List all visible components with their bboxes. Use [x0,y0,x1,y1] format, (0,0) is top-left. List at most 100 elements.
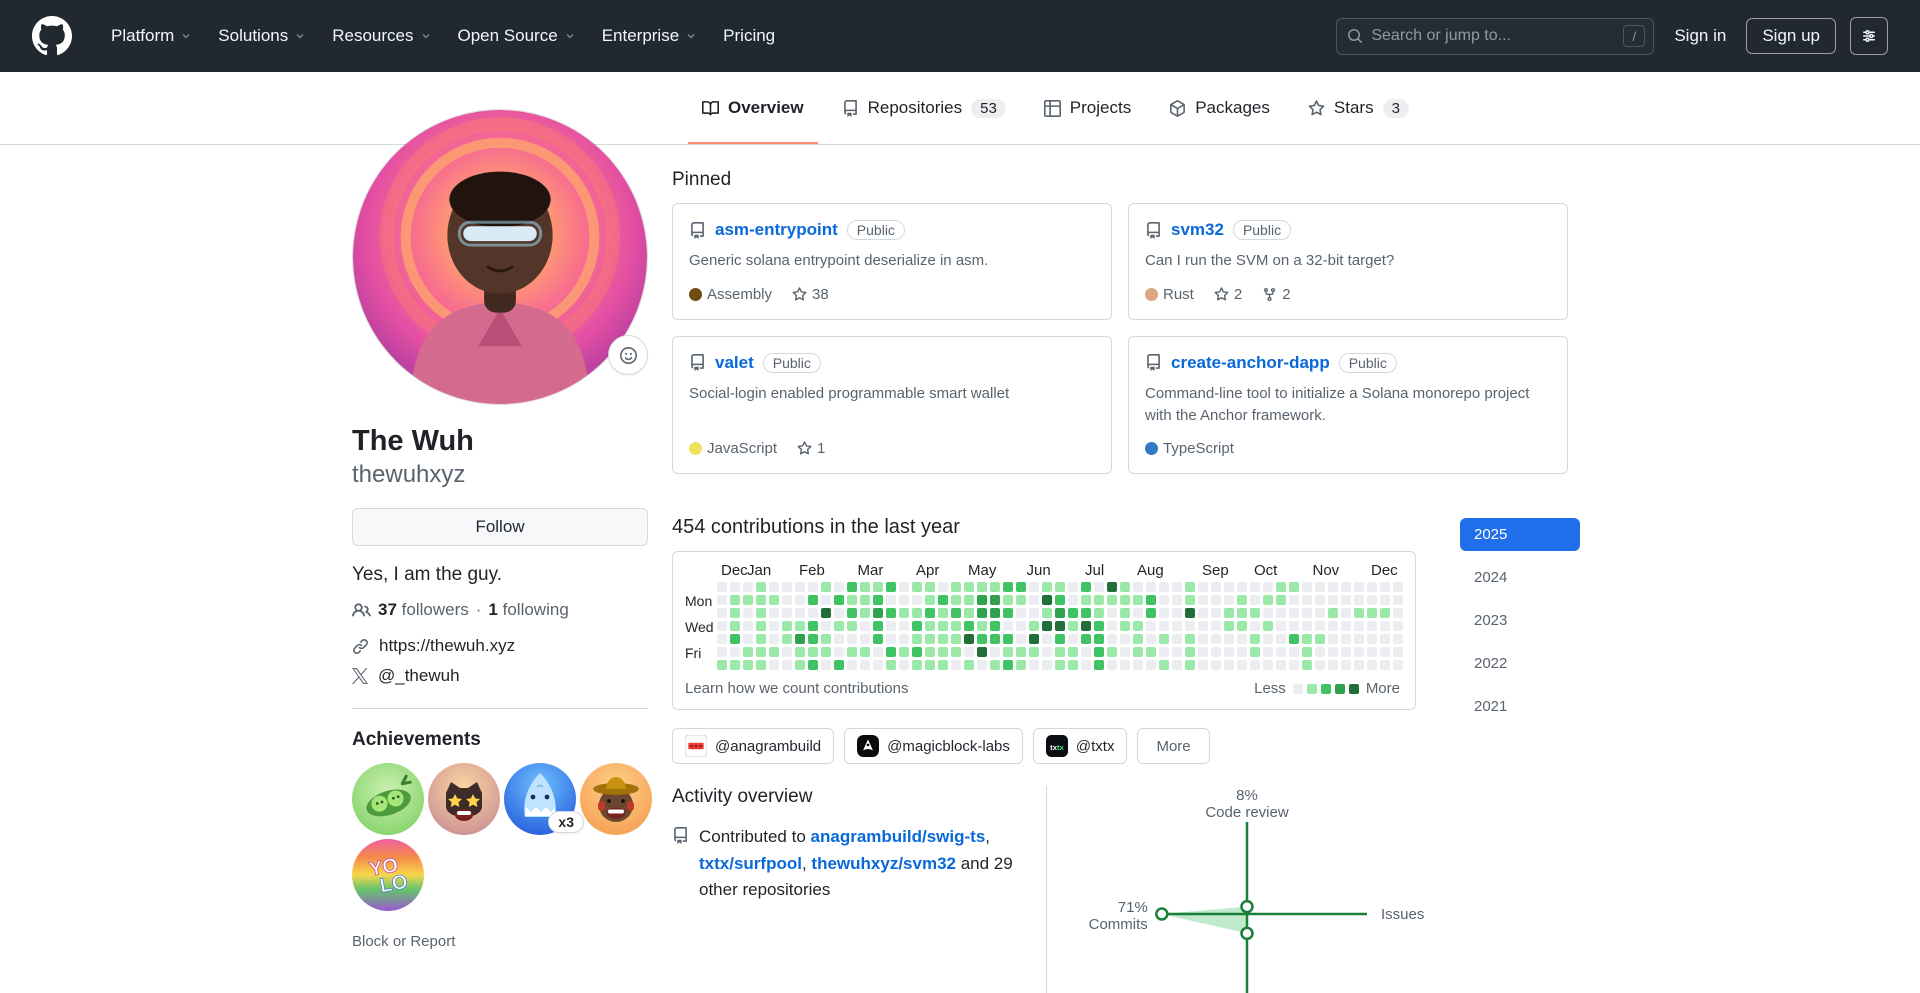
contribution-cell[interactable] [938,582,948,593]
contribution-cell[interactable] [743,660,753,671]
contribution-cell[interactable] [1354,647,1364,658]
repo-stars[interactable]: 38 [792,286,829,303]
contribution-cell[interactable] [1198,621,1208,632]
contribution-cell[interactable] [756,595,766,606]
contribution-cell[interactable] [808,621,818,632]
contribution-cell[interactable] [1055,595,1065,606]
contribution-cell[interactable] [1094,595,1104,606]
contribution-cell[interactable] [873,621,883,632]
contribution-cell[interactable] [912,595,922,606]
contribution-cell[interactable] [717,660,727,671]
contribution-cell[interactable] [834,660,844,671]
contribution-cell[interactable] [1042,647,1052,658]
year-2021[interactable]: 2021 [1460,690,1580,723]
contribution-cell[interactable] [1263,621,1273,632]
contribution-cell[interactable] [1172,621,1182,632]
contribution-cell[interactable] [899,595,909,606]
contribution-cell[interactable] [951,660,961,671]
contribution-cell[interactable] [1003,582,1013,593]
contribution-cell[interactable] [782,660,792,671]
contribution-cell[interactable] [1029,634,1039,645]
contribution-cell[interactable] [886,621,896,632]
repo-stars[interactable]: 2 [1214,286,1242,303]
year-2023[interactable]: 2023 [1460,604,1580,637]
contribution-cell[interactable] [873,660,883,671]
contribution-cell[interactable] [1341,595,1351,606]
contribution-cell[interactable] [964,595,974,606]
contribution-cell[interactable] [1120,608,1130,619]
contribution-cell[interactable] [1237,582,1247,593]
contribution-cell[interactable] [951,647,961,658]
contribution-cell[interactable] [808,634,818,645]
contribution-cell[interactable] [1133,634,1143,645]
contribution-cell[interactable] [860,621,870,632]
contribution-cell[interactable] [1055,621,1065,632]
contribution-cell[interactable] [1081,647,1091,658]
contribution-cell[interactable] [1120,660,1130,671]
contribution-cell[interactable] [769,582,779,593]
contribution-cell[interactable] [1393,595,1403,606]
contribution-cell[interactable] [717,634,727,645]
contribution-cell[interactable] [1276,660,1286,671]
contribution-cell[interactable] [990,660,1000,671]
contribution-cell[interactable] [717,582,727,593]
contribution-cell[interactable] [964,621,974,632]
contribution-cell[interactable] [1068,595,1078,606]
contribution-cell[interactable] [1250,660,1260,671]
contribution-cell[interactable] [1185,608,1195,619]
contribution-cell[interactable] [1055,608,1065,619]
contribution-cell[interactable] [1016,621,1026,632]
contribution-cell[interactable] [1315,647,1325,658]
contribution-cell[interactable] [1198,660,1208,671]
contribution-cell[interactable] [1341,582,1351,593]
contribution-cell[interactable] [1042,595,1052,606]
contribution-cell[interactable] [977,582,987,593]
contribution-cell[interactable] [769,660,779,671]
contribution-cell[interactable] [1159,634,1169,645]
contribution-cell[interactable] [1133,582,1143,593]
contribution-cell[interactable] [821,621,831,632]
contribution-cell[interactable] [1354,595,1364,606]
year-2022[interactable]: 2022 [1460,647,1580,680]
contribution-cell[interactable] [1328,660,1338,671]
contribution-cell[interactable] [1224,608,1234,619]
contribution-cell[interactable] [1081,621,1091,632]
x-handle-link[interactable]: @_thewuh [378,666,460,686]
contribution-cell[interactable] [1146,634,1156,645]
contribution-cell[interactable] [1081,634,1091,645]
contribution-cell[interactable] [912,582,922,593]
contribution-cell[interactable] [1224,621,1234,632]
search-input[interactable] [1371,27,1616,45]
contribution-cell[interactable] [1250,621,1260,632]
contribution-cell[interactable] [1302,634,1312,645]
contribution-cell[interactable] [938,647,948,658]
contribution-cell[interactable] [1315,608,1325,619]
contribution-cell[interactable] [1211,647,1221,658]
contribution-cell[interactable] [730,647,740,658]
badge-yolo[interactable]: YO LO [352,839,424,912]
contribution-cell[interactable] [977,660,987,671]
contribution-cell[interactable] [1328,608,1338,619]
contribution-cell[interactable] [1159,582,1169,593]
contribution-cell[interactable] [1302,595,1312,606]
contribution-cell[interactable] [899,634,909,645]
contribution-cell[interactable] [1263,595,1273,606]
contribution-cell[interactable] [1029,621,1039,632]
nav-enterprise[interactable]: Enterprise [589,18,710,54]
contribution-cell[interactable] [1120,634,1130,645]
contribution-cell[interactable] [730,634,740,645]
contribution-cell[interactable] [834,621,844,632]
contribution-cell[interactable] [1029,608,1039,619]
contribution-cell[interactable] [821,647,831,658]
contribution-cell[interactable] [1094,621,1104,632]
contribution-cell[interactable] [951,621,961,632]
contribution-cell[interactable] [834,647,844,658]
contribution-cell[interactable] [1367,582,1377,593]
contribution-cell[interactable] [821,660,831,671]
contribution-cell[interactable] [1081,608,1091,619]
contribution-cell[interactable] [795,582,805,593]
contribution-cell[interactable] [1367,595,1377,606]
contribution-cell[interactable] [1198,634,1208,645]
contribution-cell[interactable] [1081,660,1091,671]
contribution-cell[interactable] [1159,595,1169,606]
